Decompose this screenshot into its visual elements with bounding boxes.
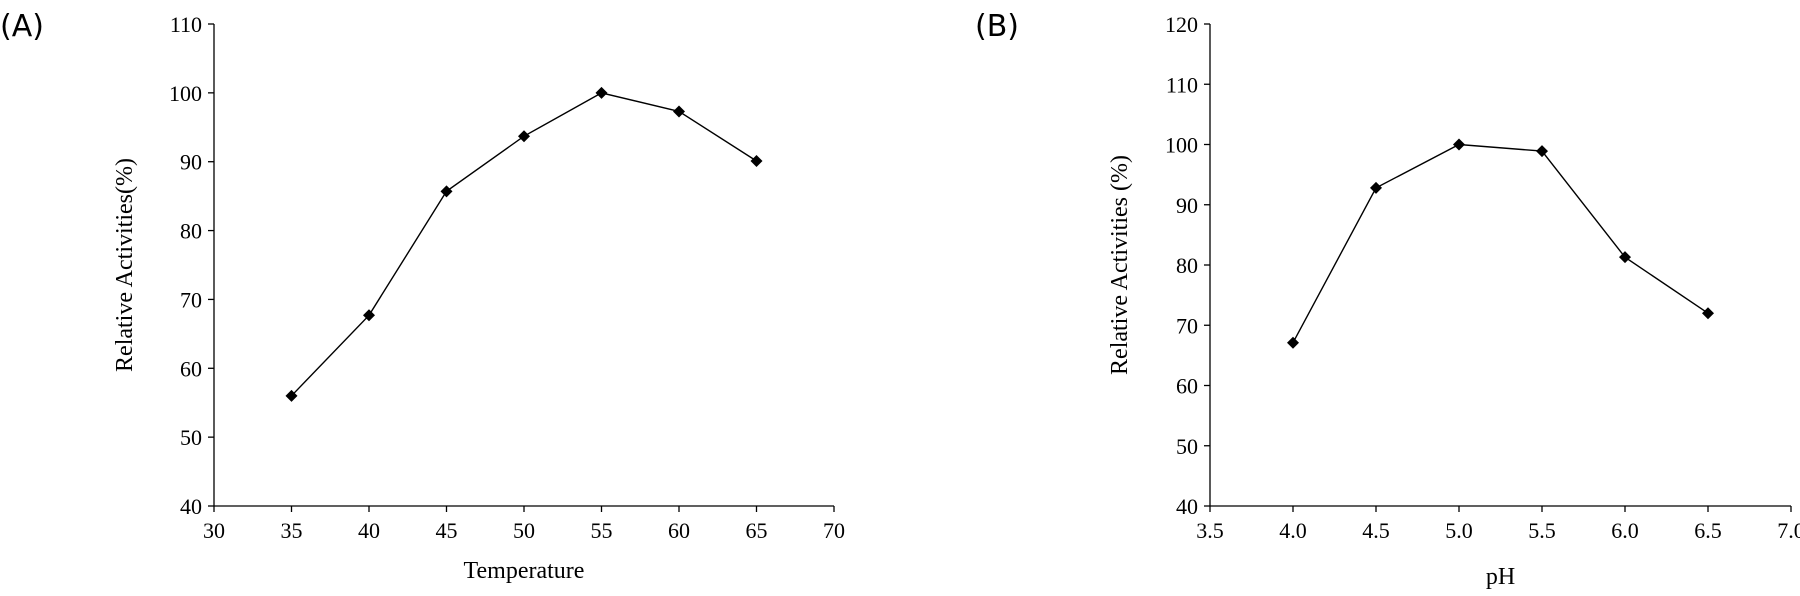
x-axis-title: Temperature [464,558,585,584]
y-tick-label: 90 [180,150,202,175]
y-axis-title: Relative Activities (%) [1107,155,1133,375]
data-point-marker [1453,138,1465,151]
x-tick-label: 45 [436,518,458,543]
x-tick-label: 50 [513,518,535,543]
data-point-marker [1370,181,1382,194]
y-tick-label: 60 [180,356,202,381]
x-tick-label: 40 [358,518,380,543]
x-tick-label: 4.5 [1362,518,1390,543]
x-tick-label: 3.5 [1196,518,1224,543]
x-tick-label: 30 [203,518,225,543]
y-tick-label: 120 [1165,12,1198,37]
y-tick-label: 70 [180,287,202,312]
ph-chart: (B) 3.5 4.0 4.5 5.0 5.5 6.0 6.5 7.0 40 50 60 70 80 90 1… [975,9,1800,590]
x-tick-label: 6.0 [1611,518,1639,543]
x-tick-label: 5.5 [1528,518,1556,543]
data-point-marker [750,155,763,168]
x-tick-label: 5.0 [1445,518,1473,543]
x-tick-label: 35 [281,518,303,543]
y-tick-label: 50 [1176,434,1198,459]
y-tick-label: 100 [1165,133,1198,158]
x-tick-label: 65 [746,518,768,543]
y-tick-label: 40 [180,494,202,519]
y-tick-label: 70 [1176,313,1198,338]
y-tick-label: 40 [1176,494,1198,519]
y-tick-label: 50 [180,425,202,450]
data-point-marker [595,86,608,99]
y-tick-label: 90 [1176,193,1198,218]
y-tick-label: 110 [1166,72,1198,97]
series-line [1292,143,1709,344]
x-tick-label: 4.0 [1279,518,1307,543]
x-axis-title: pH [1486,564,1515,590]
x-tick-label: 55 [591,518,613,543]
data-point-marker [363,309,375,322]
panel-label: (A) [0,9,44,44]
data-point-marker [285,389,298,402]
x-tick-label: 6.5 [1694,518,1722,543]
panel-label: (B) [975,9,1019,44]
y-tick-label: 100 [169,81,202,106]
data-point-marker [1536,145,1548,158]
temperature-chart: (A) 30 35 40 45 50 55 60 65 70 40 50 60 70 80 90 100 110 T… [0,9,845,584]
x-tick-label: 70 [823,518,845,543]
data-point-marker [673,105,685,118]
y-tick-label: 80 [180,219,202,244]
y-tick-label: 80 [1176,253,1198,278]
x-tick-label: 7.0 [1777,518,1800,543]
y-axis-title: Relative Activities(%) [112,158,138,372]
x-tick-label: 60 [668,518,690,543]
y-tick-label: 60 [1176,374,1198,399]
data-point-marker [440,185,453,198]
y-tick-label: 110 [170,12,202,37]
data-point-marker [1287,336,1299,349]
data-point-marker [1619,251,1631,264]
data-point-marker [518,130,530,143]
data-point-marker [1702,307,1714,320]
